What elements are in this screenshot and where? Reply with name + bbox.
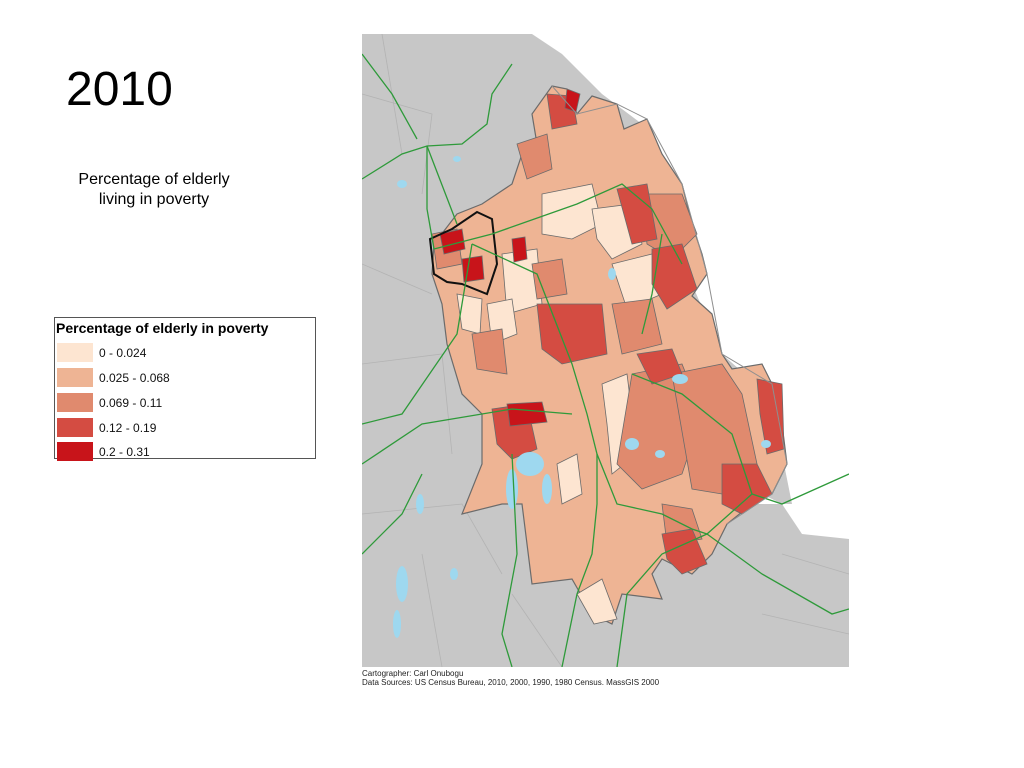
legend-swatch-5	[57, 442, 93, 461]
legend-swatch-4	[57, 418, 93, 437]
legend-item-4: 0.12 - 0.19	[57, 418, 307, 438]
slide-subtitle: Percentage of elderly living in poverty	[56, 170, 252, 210]
legend-item-3: 0.069 - 0.11	[57, 393, 307, 413]
legend-item-2: 0.025 - 0.068	[57, 368, 307, 388]
legend-label-2: 0.025 - 0.068	[99, 371, 170, 385]
class-3-areas	[431, 133, 758, 545]
legend-swatch-3	[57, 393, 93, 412]
credit-cartographer: Cartographer: Carl Onubogu	[362, 669, 464, 678]
legend-label-1: 0 - 0.024	[99, 346, 147, 360]
class-5-areas	[439, 88, 581, 427]
legend-swatch-1	[57, 343, 93, 362]
legend-item-1: 0 - 0.024	[57, 343, 307, 363]
highways	[362, 53, 849, 667]
legend-item-5: 0.2 - 0.31	[57, 442, 307, 462]
coastline	[551, 85, 788, 525]
choropleth-map	[362, 34, 849, 667]
grey-town-boundaries	[362, 34, 849, 667]
class-4-areas	[491, 93, 785, 575]
legend-label-3: 0.069 - 0.11	[99, 396, 163, 410]
legend-label-5: 0.2 - 0.31	[99, 445, 150, 459]
legend-title: Percentage of elderly in poverty	[56, 320, 269, 336]
credit-sources: Data Sources: US Census Bureau, 2010, 20…	[362, 678, 660, 687]
slide-title-year: 2010	[66, 63, 173, 116]
subtitle-line-2: living in poverty	[98, 191, 210, 208]
legend-swatch-2	[57, 368, 93, 387]
water-bodies	[393, 156, 771, 638]
map-credits: Cartographer: Carl Onubogu Data Sources:…	[362, 669, 659, 687]
highlighted-city-outline	[428, 210, 499, 296]
legend-label-4: 0.12 - 0.19	[99, 421, 157, 435]
subtitle-line-1: Percentage of elderly	[78, 171, 230, 188]
map-legend: Percentage of elderly in poverty 0 - 0.0…	[54, 317, 316, 462]
